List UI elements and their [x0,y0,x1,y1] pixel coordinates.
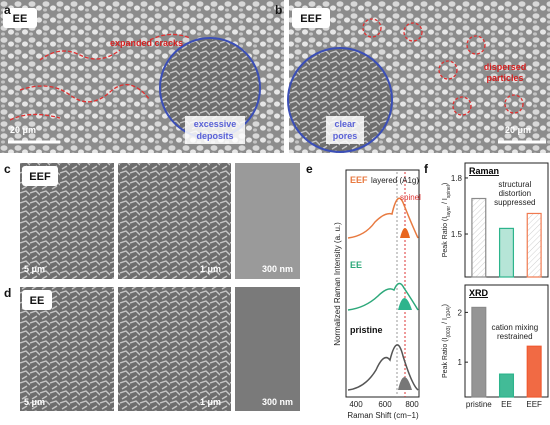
x-axis-label: Raman Shift (cm−1) [347,411,419,420]
annotation: expanded cracks [110,38,183,48]
panel-label: b [275,3,282,17]
series-label: EE [350,260,362,270]
scale-bar-label: 20 μm [10,125,36,135]
y-axis-label-part: Peak Ratio (I [442,337,449,378]
y-axis-label-part: ) [442,183,449,185]
annotation: structural [498,180,531,189]
chart-title: Raman [469,166,499,176]
panel-label: c [4,162,11,176]
y-tick-label: 1.5 [451,230,463,239]
x-tick-label: 400 [349,400,363,409]
micrograph [235,287,300,411]
panel-label: e [306,162,313,176]
micrograph [235,163,300,279]
particle-image [287,47,393,153]
bar [471,306,487,398]
annotation: distortion [499,189,531,198]
y-axis-label: Peak Ratio (Ilayer / Ispinel) [442,183,452,258]
spinel-peak [400,228,410,238]
y-axis-label-part: (104) [446,306,452,318]
chart-title: XRD [469,288,489,298]
annotation: clear [334,119,356,129]
annotation: suppressed [494,198,535,207]
note-box [326,116,364,144]
scale-bar-label: 5 μm [24,397,45,407]
panel-label: a [4,3,11,17]
y-axis-label-part: layer [446,206,452,217]
tag: EEF [300,13,322,25]
annotation: dispersed [484,62,527,72]
series-label: EEF [350,175,368,185]
annotation: particles [486,73,523,83]
scale-bar-label: 1 μm [200,397,221,407]
spectrum [347,344,419,391]
x-tick-label: 600 [378,400,392,409]
tag: EE [13,13,28,25]
tag-box [22,290,52,310]
micrograph [118,163,231,279]
bar [526,345,542,398]
spinel-peak [398,377,412,390]
series-label: pristine [350,325,383,335]
y-axis-label-part: ) [442,304,449,306]
micrograph [118,287,231,411]
y-axis-label: Normalized Raman Intensity (a. u.) [333,222,342,346]
annotation: deposits [196,131,233,141]
annotation: layered (A1g) [371,176,419,185]
panel-label: f [424,162,429,176]
panel-c: EEF 5 μm 1 μm 300 nm [20,163,300,279]
bar [498,227,515,278]
annotation: restrained [497,332,533,341]
panel-d: EE 5 μm 1 μm 300 nm [20,287,300,411]
x-tick-label: 800 [405,400,419,409]
y-tick-label: 1.8 [451,174,463,183]
tag: EEF [29,171,51,183]
scale-bar-label: 20 μm [505,125,531,135]
x-tick-label: pristine [466,400,492,409]
crack-outline [9,33,191,121]
y-axis-label: Peak Ratio (I(003) / I(104)) [442,304,452,378]
bar [526,212,542,278]
note-box [185,116,245,144]
particle-circles [362,18,524,116]
scale-bar-label: 1 μm [200,264,221,274]
tag: EE [30,295,45,307]
spectrum [347,282,419,311]
panel-e: EEF layered (A1g) spinel EE pristine 400… [333,169,421,420]
scale-bar-label: 5 μm [24,264,45,274]
scale-bar-label: 300 nm [262,264,293,274]
annotation: excessive [194,119,237,129]
y-axis-label-part: (003) [446,326,452,338]
x-tick-label: EE [501,400,512,409]
plot-frame [345,169,420,398]
y-axis-label-part: / I [442,198,449,206]
annotation: spinel [400,193,421,202]
spectrum [347,197,419,239]
bar [471,197,487,278]
spinel-peak [398,298,412,310]
y-axis-label-part: Peak Ratio (I [442,217,449,258]
bar [498,373,515,398]
y-axis-label-part: / I [442,318,449,326]
annotation: pores [333,131,358,141]
tag-box [22,166,58,186]
tag-box [3,8,37,28]
panel-label: d [4,286,11,300]
y-axis-label-part: spinel [446,185,452,198]
annotation: cation mixing [491,323,538,332]
y-tick-label: 1 [458,358,463,367]
tag-box [292,8,330,28]
scale-bar-label: 300 nm [262,397,293,407]
y-tick-label: 2 [458,308,463,317]
x-tick-label: EEF [526,400,542,409]
